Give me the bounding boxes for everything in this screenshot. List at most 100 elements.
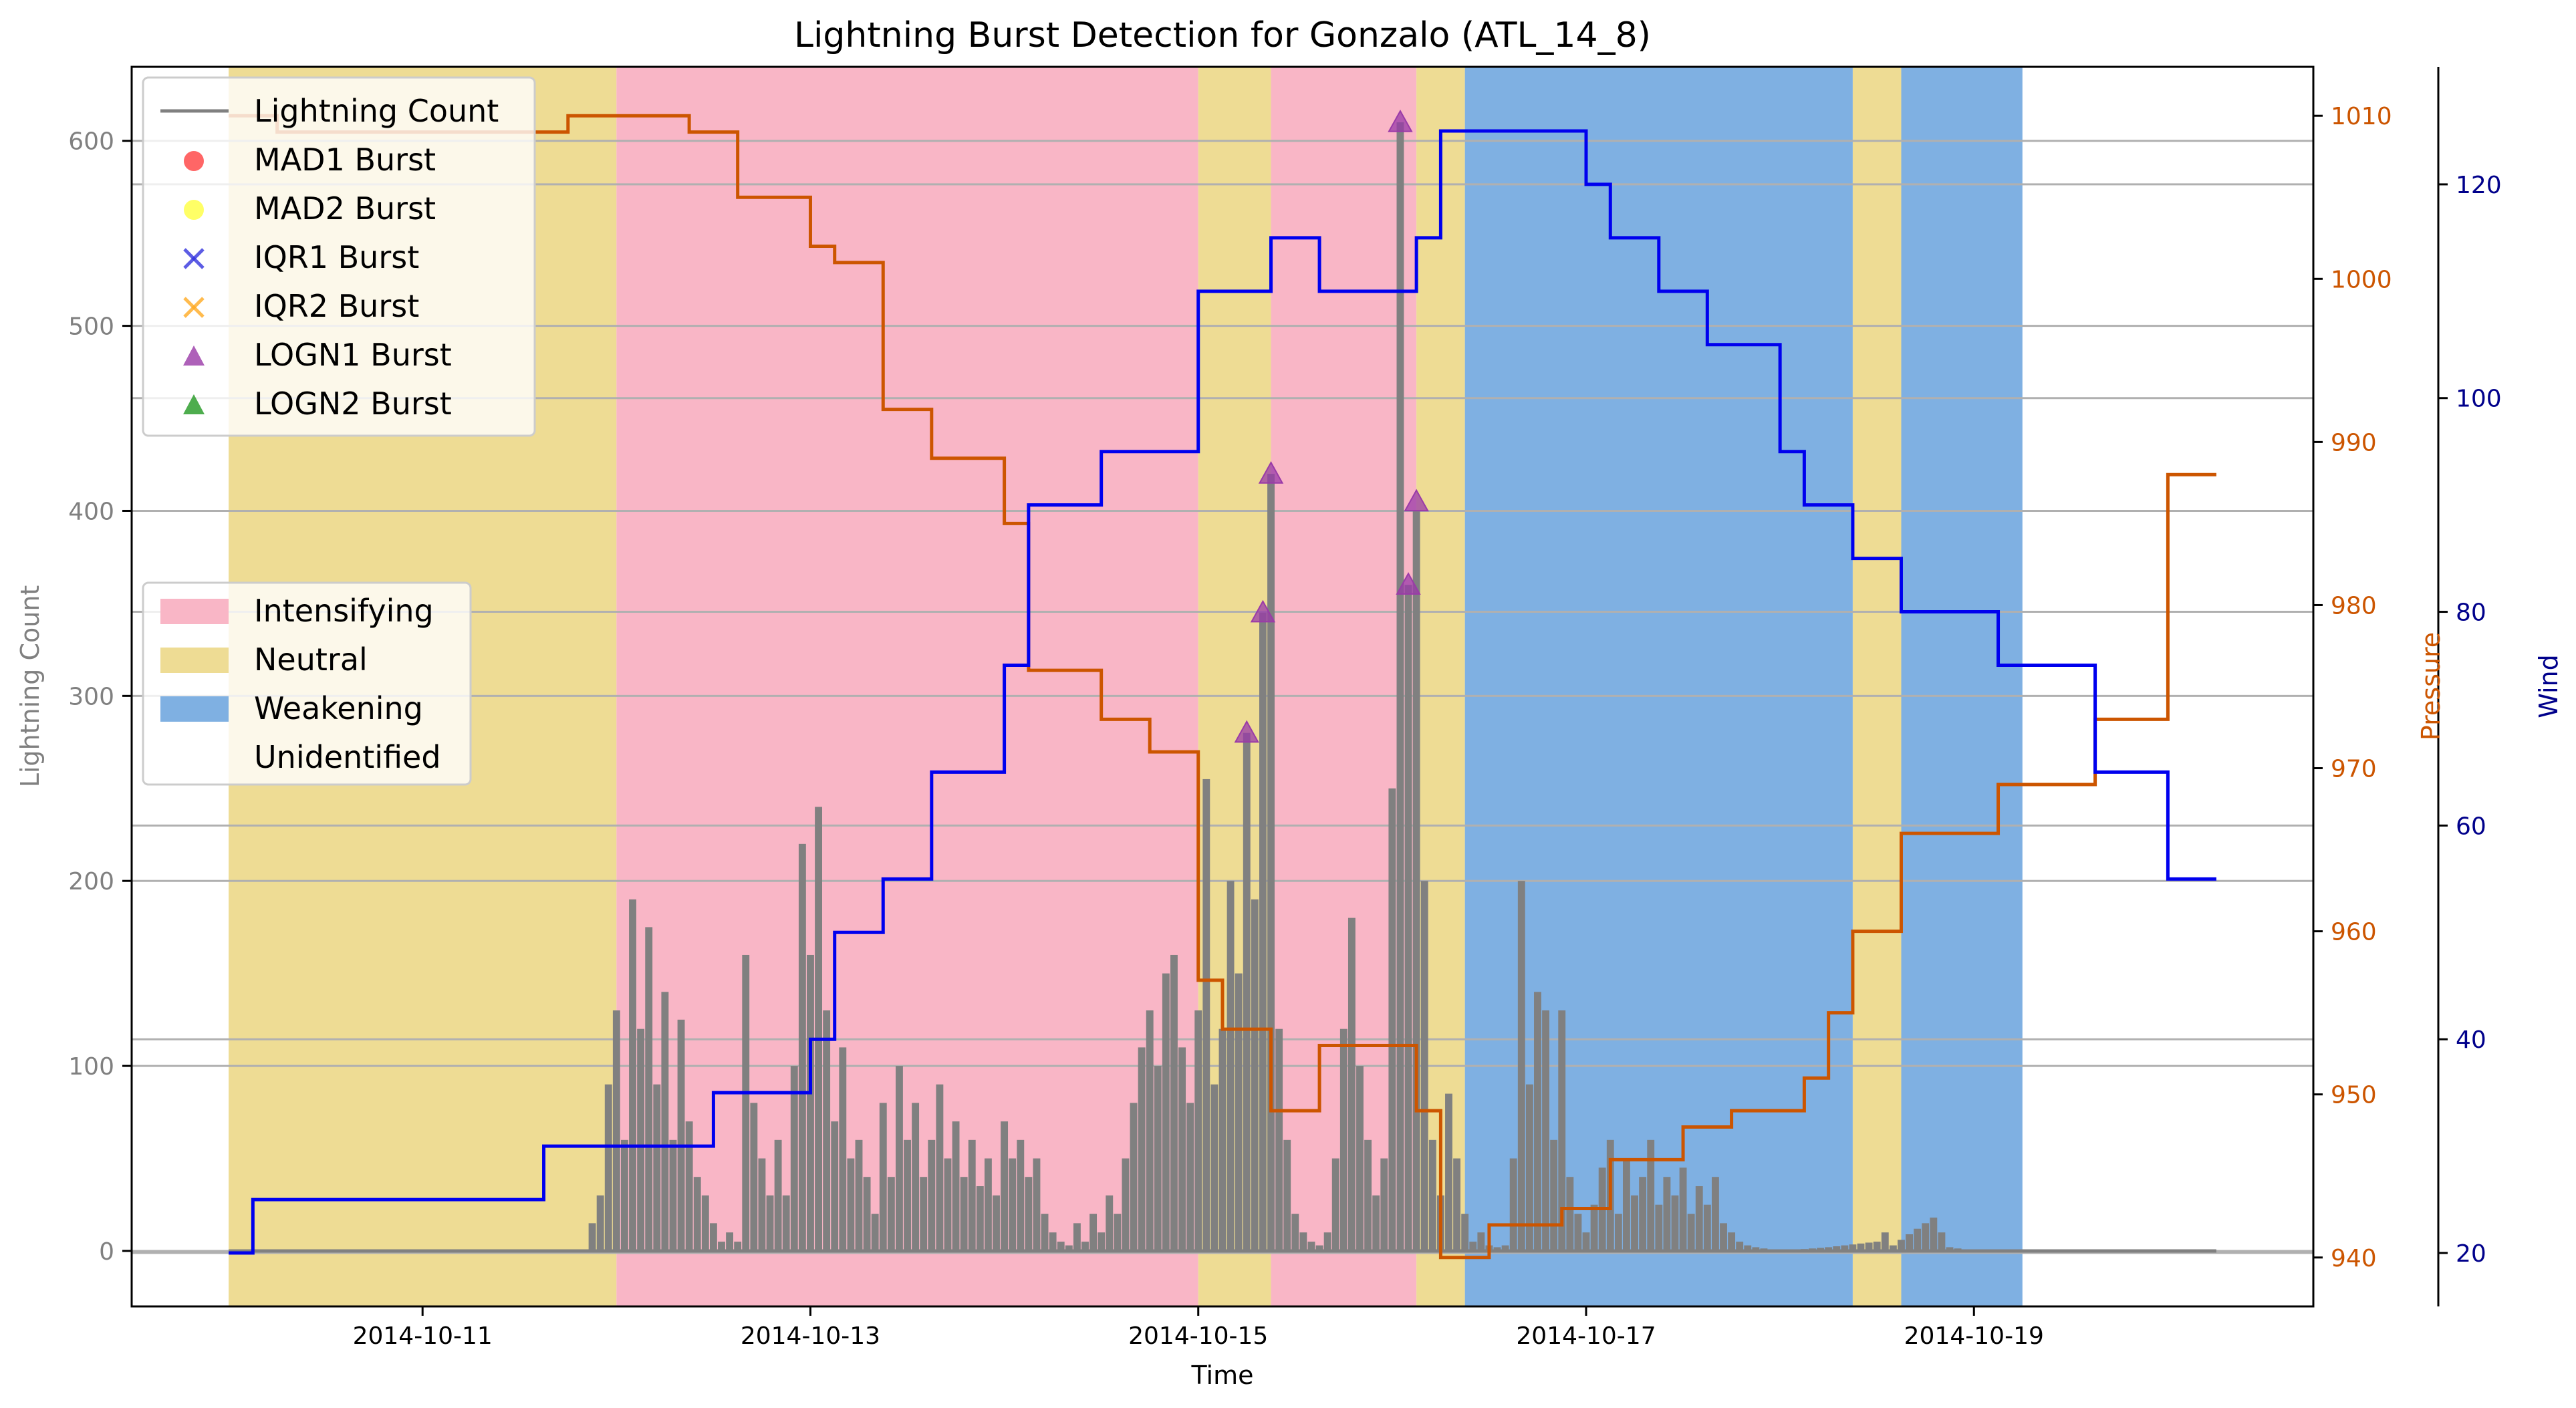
- lightning-bar: [798, 843, 806, 1251]
- legend-label: Intensifying: [254, 593, 434, 629]
- y-tick-label-lightning: 0: [99, 1238, 114, 1266]
- legend-label: IQR1 Burst: [254, 239, 419, 275]
- lightning-bar: [1728, 1232, 1736, 1251]
- lightning-bar: [1033, 1158, 1041, 1251]
- lightning-bar: [1647, 1139, 1655, 1251]
- lightning-bar: [1566, 1177, 1574, 1251]
- lightning-bar: [1655, 1204, 1663, 1251]
- lightning-bar: [952, 1121, 960, 1251]
- wind-line: [229, 129, 2216, 1255]
- y-tick-label-lightning: 300: [68, 683, 114, 710]
- lightning-bar: [1445, 1093, 1452, 1251]
- lightning-bar: [620, 1139, 628, 1251]
- lightning-bar: [653, 1084, 661, 1251]
- x-tick-label: 2014-10-13: [741, 1322, 880, 1350]
- x-tick-label: 2014-10-17: [1516, 1322, 1656, 1350]
- phase-band-weakening: [1901, 67, 2023, 1306]
- lightning-bar: [1178, 1047, 1186, 1251]
- lightning-bar: [1331, 1158, 1339, 1251]
- lightning-bar: [1154, 1066, 1162, 1251]
- lightning-bar: [1057, 1242, 1065, 1251]
- lightning-bar: [960, 1177, 968, 1251]
- legend-label: Unidentified: [254, 739, 441, 775]
- lightning-bar: [1550, 1139, 1558, 1251]
- lightning-bar: [1469, 1242, 1477, 1251]
- lightning-bar: [1914, 1228, 1922, 1251]
- legend-swatch-x-stroke: [183, 297, 205, 318]
- y-tick-label-pressure: 970: [2331, 756, 2377, 783]
- lightning-bar: [1114, 1214, 1122, 1251]
- plot-frame: [130, 65, 2315, 1308]
- legend-label: LOGN2 Burst: [254, 386, 452, 422]
- y-tick-label-lightning: 400: [68, 498, 114, 525]
- lightning-bar: [839, 1047, 847, 1251]
- lightning-bar: [1347, 918, 1356, 1251]
- lightning-bar: [815, 807, 822, 1251]
- phase-band-intensifying: [616, 67, 1198, 1306]
- pressure-line: [229, 114, 2216, 1260]
- lightning-bar: [1711, 1177, 1719, 1251]
- lightning-bar: [1388, 788, 1396, 1251]
- lightning-bar: [693, 1177, 701, 1251]
- lightning-bar: [1372, 1195, 1380, 1251]
- y-tick-label-pressure: 950: [2331, 1082, 2377, 1109]
- lightning-bar: [1703, 1204, 1711, 1251]
- lightning-bar: [1138, 1047, 1146, 1251]
- lightning-bar: [645, 927, 653, 1251]
- lightning-bar: [1227, 881, 1235, 1251]
- lightning-bar: [1461, 1214, 1469, 1251]
- x-axis-label: Time: [1191, 1361, 1254, 1390]
- lightning-bar: [1001, 1121, 1009, 1251]
- lightning-bar: [1218, 1028, 1227, 1251]
- legend-swatch-x: [183, 248, 205, 269]
- lightning-bar: [1170, 954, 1178, 1251]
- lightning-bar: [1356, 1066, 1364, 1251]
- lightning-bar: [1857, 1243, 1865, 1251]
- lightning-bar: [1283, 1139, 1291, 1251]
- chart-title: Lightning Burst Detection for Gonzalo (A…: [794, 15, 1651, 55]
- lightning-bar: [928, 1139, 936, 1251]
- y-tick-label-wind: 120: [2456, 172, 2502, 199]
- series-lines: [229, 114, 2216, 1260]
- lightning-bar: [588, 1223, 596, 1251]
- lightning-bar: [976, 1186, 984, 1251]
- lightning-bar: [1558, 1010, 1566, 1251]
- lightning-bar: [1122, 1158, 1130, 1251]
- lightning-bar: [1509, 1158, 1517, 1251]
- lightning-bar: [944, 1158, 952, 1251]
- lightning-bar: [1275, 1028, 1283, 1251]
- lightning-bar: [1404, 585, 1412, 1251]
- lightning-bar: [807, 954, 814, 1251]
- lightning-bar: [936, 1084, 944, 1251]
- lightning-bar: [604, 1084, 612, 1251]
- lightning-bar: [701, 1195, 709, 1251]
- lightning-bar: [1889, 1245, 1897, 1251]
- lightning-bar: [1687, 1214, 1695, 1251]
- lightning-bar: [1009, 1158, 1017, 1251]
- lightning-bar: [1671, 1195, 1679, 1251]
- lightning-bar: [629, 899, 636, 1251]
- lightning-bar: [847, 1158, 855, 1251]
- lightning-bar: [855, 1139, 863, 1251]
- lightning-bar: [1922, 1223, 1930, 1251]
- lightning-bar: [1420, 881, 1428, 1251]
- y-tick-label-pressure: 1010: [2331, 103, 2392, 130]
- lightning-bar: [1081, 1242, 1089, 1251]
- lightning-bar: [1315, 1245, 1323, 1251]
- lightning-bar: [1073, 1223, 1081, 1251]
- legend-bursts-box: [142, 76, 536, 437]
- legend-swatch-x: [183, 297, 205, 318]
- x-tick-label: 2014-10-11: [353, 1322, 493, 1350]
- lightning-bar: [1307, 1242, 1315, 1251]
- lightning-bar: [1493, 1247, 1501, 1251]
- lightning-bar: [637, 1028, 645, 1251]
- y-tick-label-wind: 40: [2456, 1026, 2486, 1054]
- lightning-bar: [1582, 1232, 1590, 1251]
- lightning-bar: [1720, 1223, 1727, 1251]
- lightning-bar: [612, 1010, 620, 1251]
- lightning-bar: [1049, 1232, 1057, 1251]
- lightning-bar: [1380, 1158, 1388, 1251]
- logn1-burst-marker: [1250, 599, 1276, 623]
- lightning-bar: [1906, 1234, 1913, 1251]
